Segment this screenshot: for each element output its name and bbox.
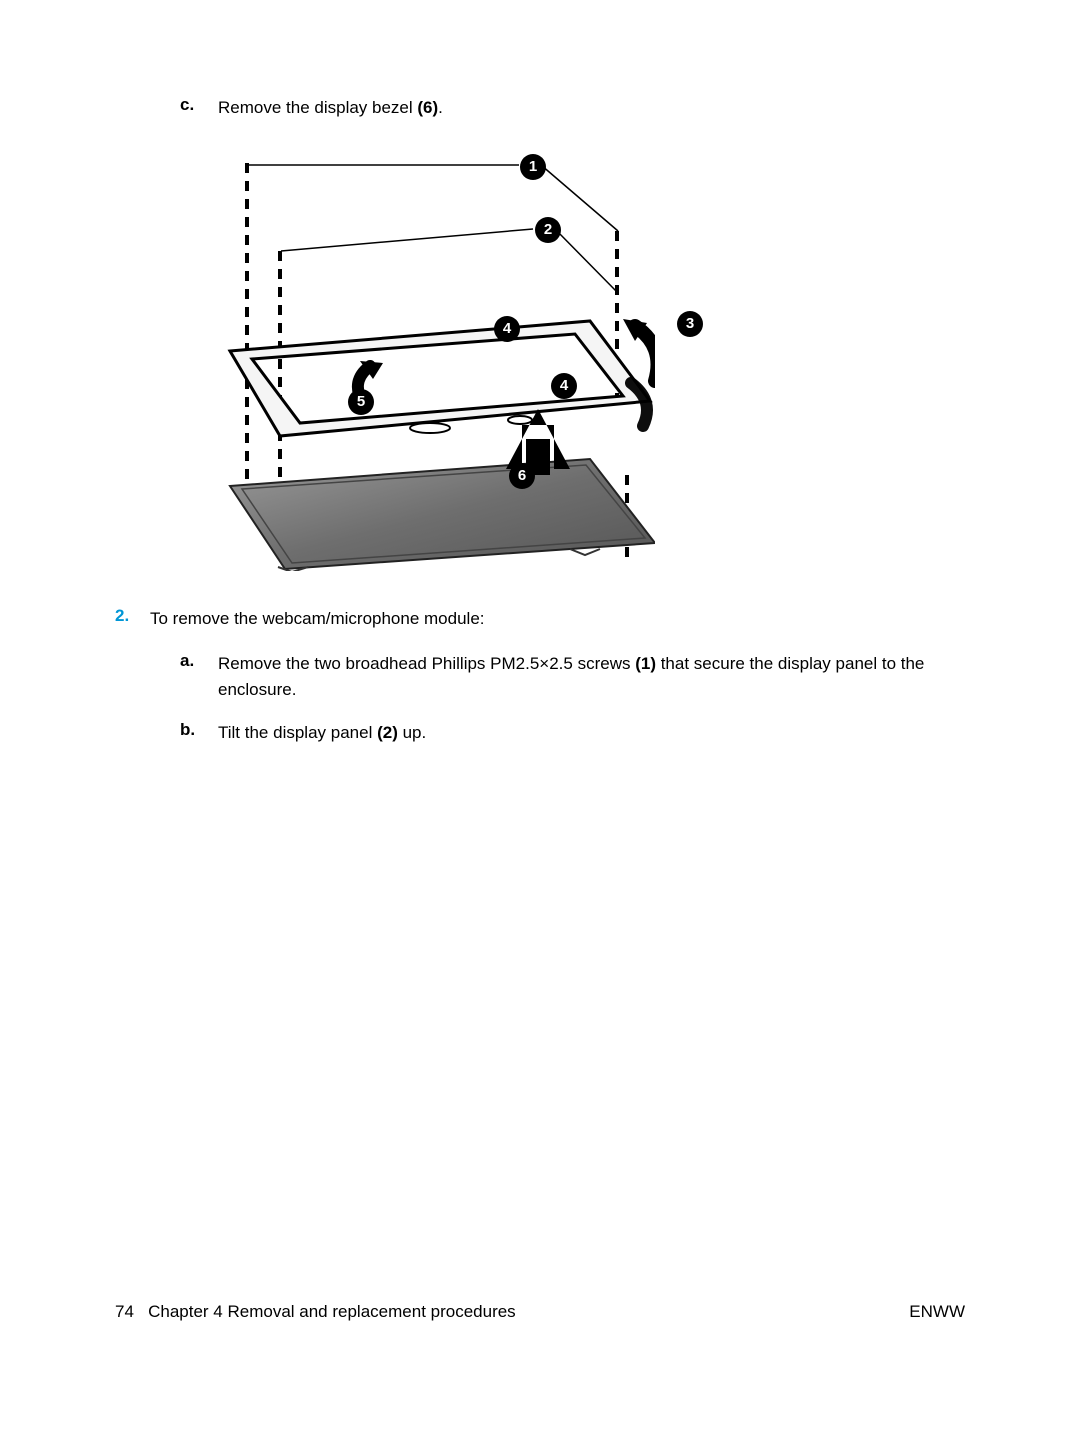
step-c-text: Remove the display bezel (6). — [218, 95, 443, 121]
step-c: c. Remove the display bezel (6). — [180, 95, 965, 121]
sub-step-a: a. Remove the two broadhead Phillips PM2… — [180, 651, 965, 702]
bezel-removal-diagram: 1 2 3 4 4 5 6 — [215, 151, 655, 571]
step-c-marker: c. — [180, 95, 218, 121]
callout-4a: 4 — [494, 316, 520, 342]
page-footer: 74 Chapter 4 Removal and replacement pro… — [115, 1302, 965, 1322]
footer-left: 74 Chapter 4 Removal and replacement pro… — [115, 1302, 516, 1322]
sub-steps: a. Remove the two broadhead Phillips PM2… — [180, 651, 965, 746]
callout-3: 3 — [677, 311, 703, 337]
callout-5: 5 — [348, 389, 374, 415]
callout-6: 6 — [509, 463, 535, 489]
callout-4b: 4 — [551, 373, 577, 399]
diagram-svg — [215, 151, 655, 571]
step-2-marker: 2. — [115, 606, 150, 632]
step-2: 2. To remove the webcam/microphone modul… — [115, 606, 965, 632]
page-content: c. Remove the display bezel (6). — [0, 0, 1080, 1437]
sub-a-marker: a. — [180, 651, 218, 702]
callout-2: 2 — [535, 217, 561, 243]
footer-right: ENWW — [909, 1302, 965, 1322]
sub-b-marker: b. — [180, 720, 218, 746]
step-2-text: To remove the webcam/microphone module: — [150, 606, 485, 632]
callout-1: 1 — [520, 154, 546, 180]
sub-b-text: Tilt the display panel (2) up. — [218, 720, 426, 746]
sub-step-b: b. Tilt the display panel (2) up. — [180, 720, 965, 746]
sub-a-text: Remove the two broadhead Phillips PM2.5×… — [218, 651, 965, 702]
